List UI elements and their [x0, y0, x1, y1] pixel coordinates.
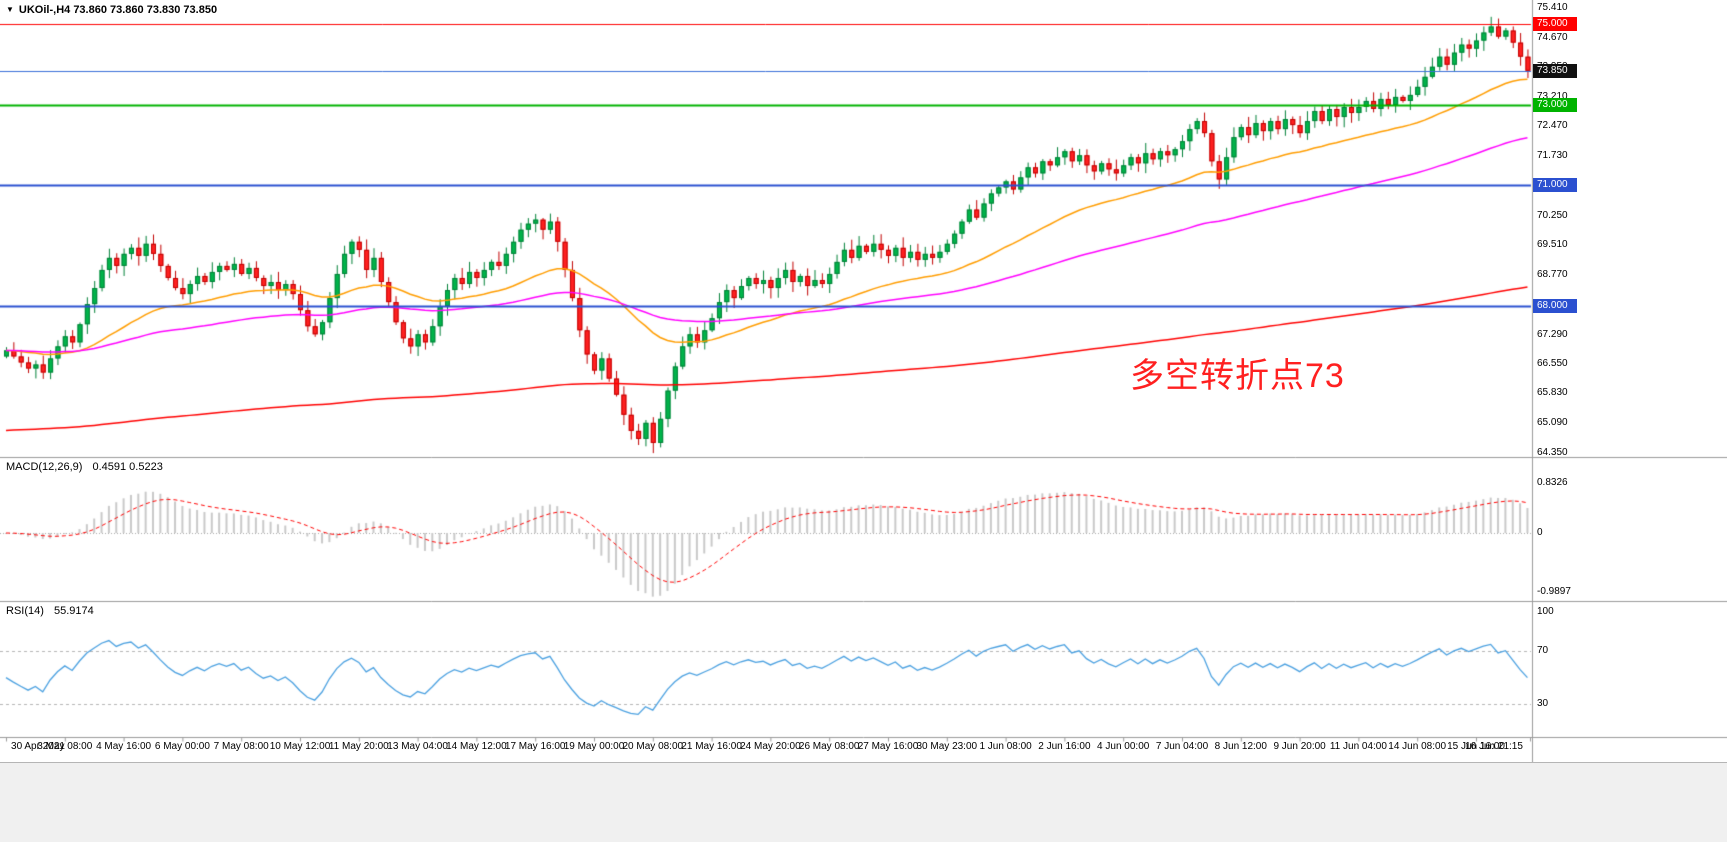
time-axis[interactable] [0, 737, 1727, 762]
macd-indicator-label: MACD(12,26,9) 0.4591 0.5223 [6, 461, 163, 473]
rsi-label-text: RSI(14) [6, 605, 44, 617]
window-footer [0, 762, 1727, 842]
chart-ohlc-title: UKOil-,H4 73.860 73.860 73.830 73.850 [18, 4, 218, 16]
price-axis[interactable] [1532, 0, 1727, 737]
symbol-dropdown-icon[interactable]: ▼ [6, 5, 14, 14]
rsi-indicator-label: RSI(14) 55.9174 [6, 605, 94, 617]
price-chart-canvas[interactable] [0, 0, 1727, 762]
macd-values-text: 0.4591 0.5223 [92, 461, 163, 473]
rsi-value-text: 55.9174 [53, 605, 94, 617]
chart-header: ▼ UKOil-,H4 73.860 73.860 73.830 73.850 [6, 4, 217, 16]
trend-annotation: 多空转折点73 [1130, 357, 1345, 395]
macd-label-text: MACD(12,26,9) [6, 461, 83, 473]
